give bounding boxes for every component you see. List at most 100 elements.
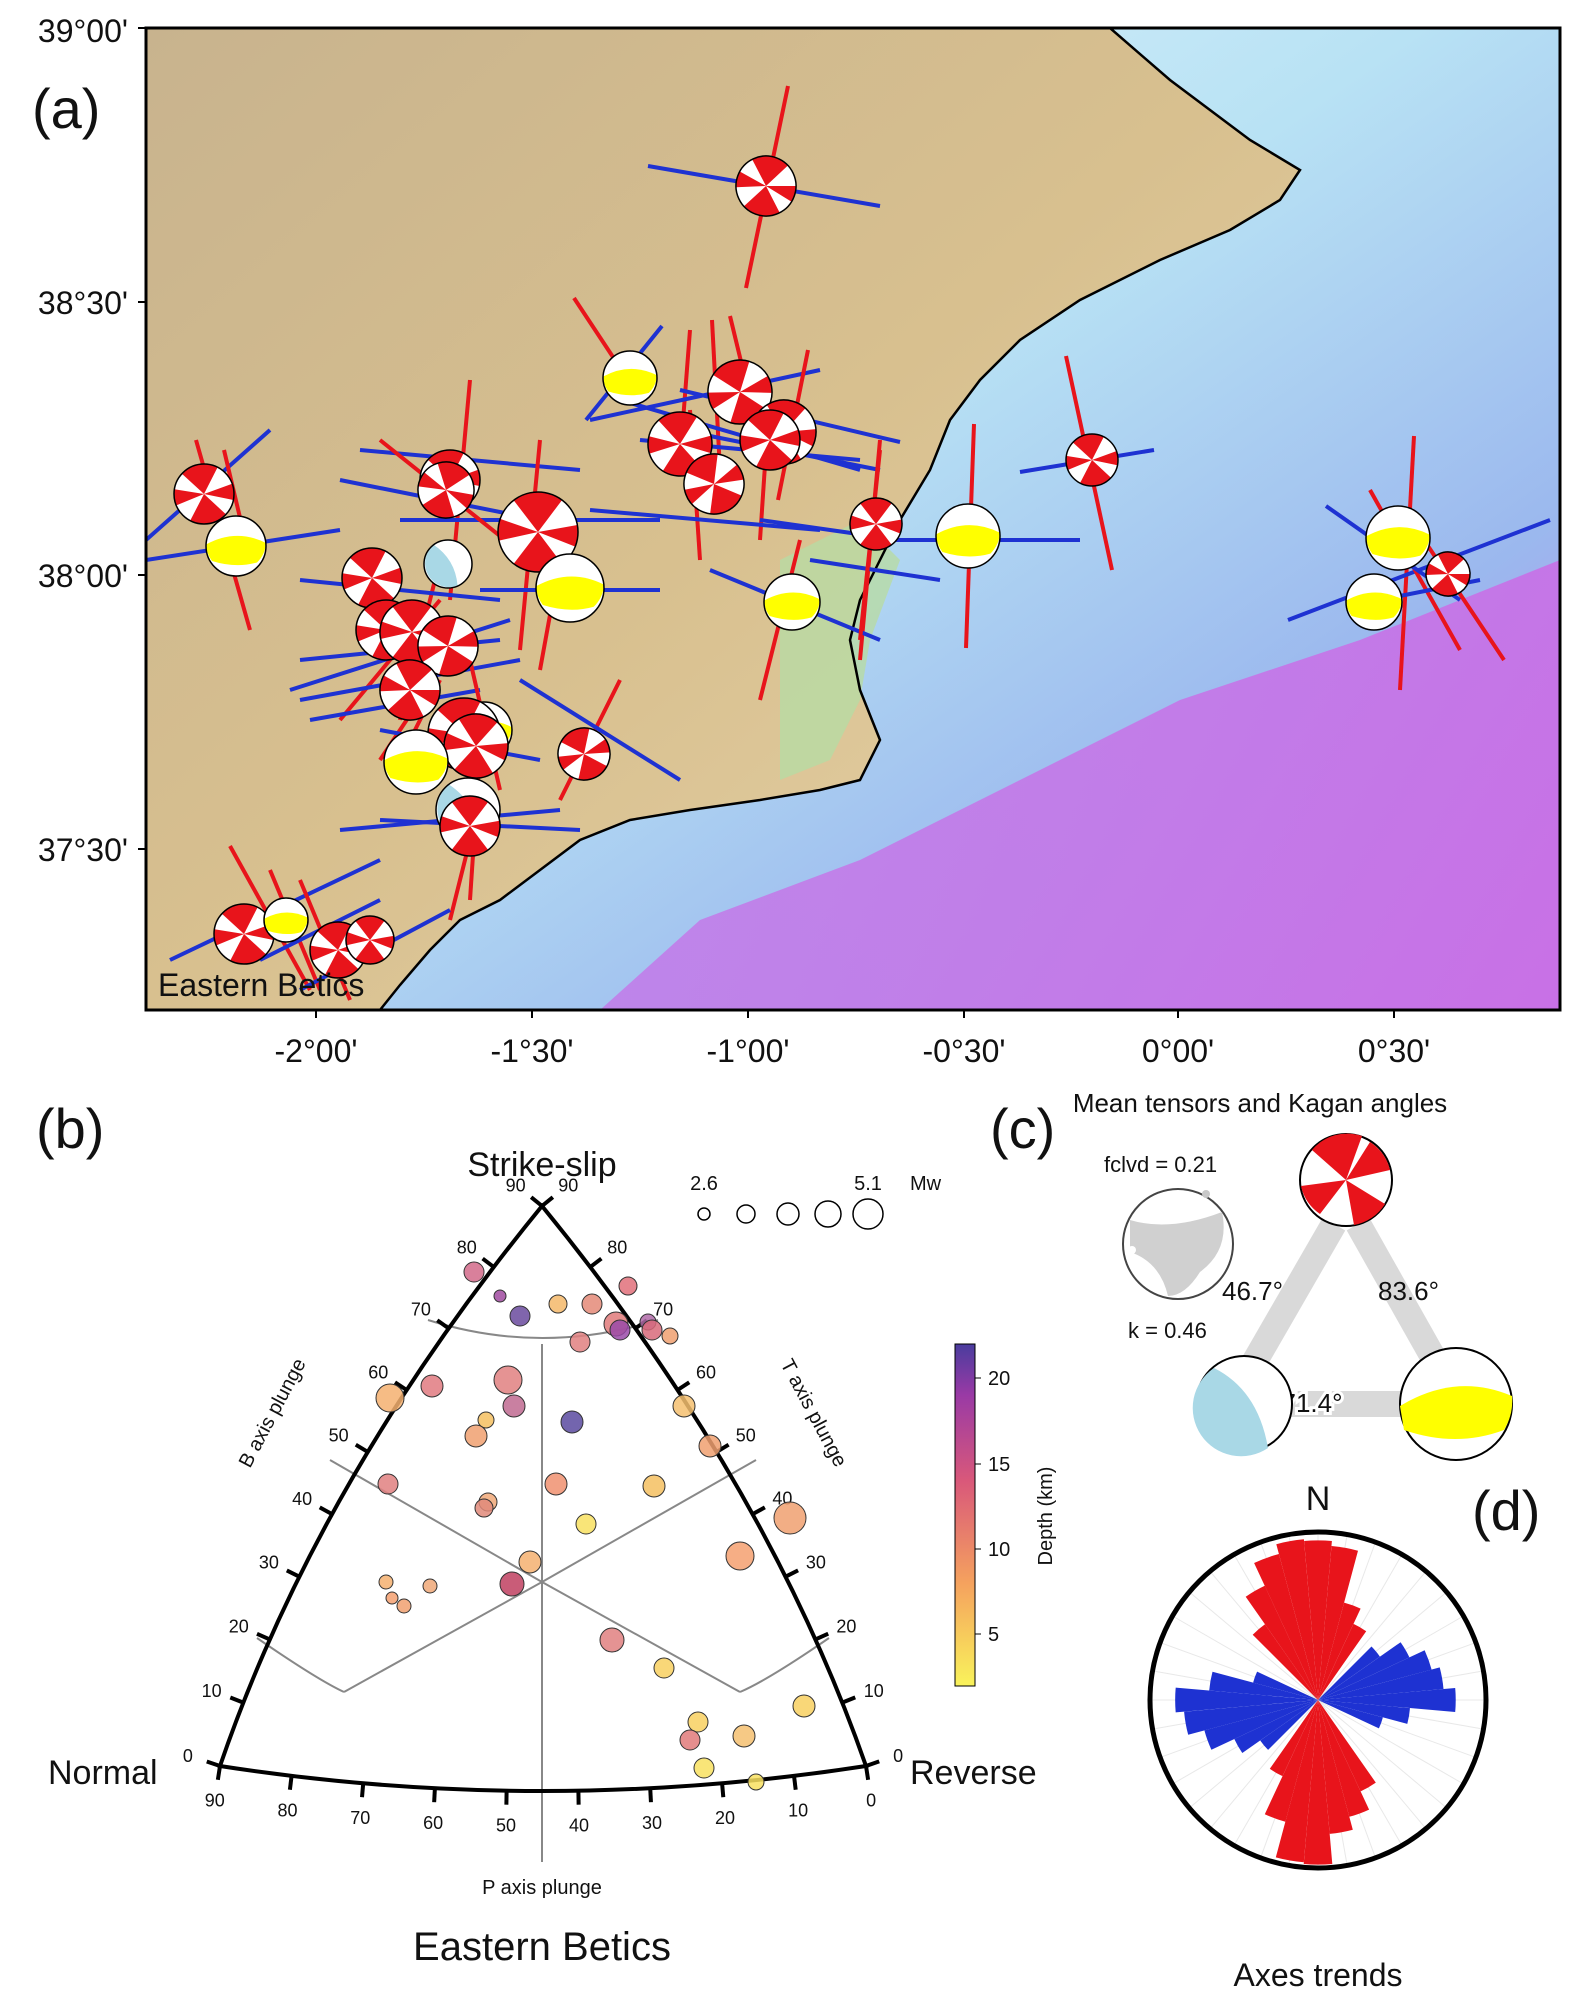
colorbar-tick: 20	[988, 1368, 1010, 1390]
p-axis-tick-label: 70	[350, 1808, 370, 1828]
ternary-event-point	[792, 1694, 816, 1718]
rose-compression-wedge	[1275, 1700, 1318, 1863]
rose-compression-wedge	[1276, 1539, 1318, 1700]
ternary-title: Eastern Betics	[413, 1925, 671, 1969]
rose-extension-wedge	[1318, 1650, 1432, 1700]
ternary-event-point	[618, 1276, 638, 1296]
b-axis-tick	[529, 1195, 544, 1208]
t-axis-tick	[751, 1505, 766, 1516]
strike-slip-beachball	[1065, 433, 1119, 487]
b-axis-tick	[318, 1505, 333, 1516]
kagan-angle: 83.6°	[1378, 1276, 1439, 1306]
p-axis-ticks: 90 80 70 60 50 40 30 20 10 0	[205, 1765, 876, 1836]
strike-slip-beachball	[707, 359, 773, 425]
rose-grid-line	[1188, 1591, 1319, 1701]
colorbar-ramp	[954, 1343, 976, 1687]
rose-title: Axes trends	[1234, 1957, 1403, 1993]
ternary-event-point	[477, 1411, 495, 1429]
ternary-event-point	[747, 1773, 765, 1791]
rose-extension-wedge	[1253, 1671, 1318, 1700]
lon-tick-label: -0°30'	[923, 1033, 1006, 1069]
rose-compression-wedge	[1304, 1540, 1332, 1700]
ternary-event-point	[499, 1571, 525, 1597]
rose-extension-wedge	[1260, 1700, 1318, 1750]
t-axis-tick-label: 50	[736, 1425, 756, 1445]
rose-extension-wedge	[1318, 1642, 1410, 1700]
ternary-event-point	[575, 1513, 597, 1535]
b-axis-plunge-label: B axis plunge	[235, 1355, 311, 1471]
ternary-event-point	[581, 1293, 603, 1315]
lat-tick-label: 39°00'	[38, 13, 128, 49]
p-axis-tick-label: 50	[496, 1816, 516, 1836]
extension-axis-line	[589, 508, 821, 532]
rose-compression-wedge	[1254, 1554, 1318, 1700]
clvd-residual-ball	[1122, 1188, 1234, 1300]
b-axis-tick-label: 30	[259, 1553, 279, 1573]
ternary-event-point	[569, 1331, 591, 1353]
lon-tick-label: -1°30'	[491, 1033, 574, 1069]
colorbar-tick: 10	[988, 1539, 1010, 1561]
ternary-event-point	[385, 1591, 399, 1605]
ternary-event-point	[493, 1289, 507, 1303]
reverse-beachball	[535, 553, 605, 623]
deep-basin	[600, 560, 1560, 1010]
mean-strike-slip-ball	[1299, 1133, 1393, 1227]
p-axis-tick	[215, 1765, 222, 1781]
strike-slip-beachball	[345, 915, 395, 965]
strike-slip-beachball	[739, 409, 801, 471]
rose-extension-wedge	[1318, 1700, 1383, 1729]
b-axis-tick-label: 90	[506, 1175, 526, 1195]
ternary-event-point	[420, 1374, 444, 1398]
ternary-event-point	[641, 1319, 663, 1341]
north-label: N	[1306, 1480, 1331, 1518]
p-axis-tick-label: 90	[205, 1791, 225, 1811]
rose-compression-wedge	[1318, 1602, 1361, 1700]
p-axis-tick-label: 10	[788, 1801, 808, 1821]
rose-grid-line	[1317, 1699, 1427, 1830]
focal-mechanisms	[173, 155, 1471, 979]
rose-extension-wedge	[1175, 1687, 1318, 1713]
extension-axis-line	[809, 558, 941, 582]
rose-extension-wedge	[1318, 1700, 1410, 1724]
b-axis-tick	[285, 1568, 301, 1579]
corner-label-normal: Normal	[48, 1754, 158, 1792]
mw-legend-circle	[776, 1202, 800, 1226]
reverse-beachball	[602, 350, 658, 406]
ternary-event-point	[560, 1410, 584, 1434]
rose-grid-line	[1317, 1699, 1448, 1809]
rose-extension-wedge	[1318, 1667, 1444, 1700]
ternary-outline	[217, 1202, 869, 1793]
rose-extension-wedge	[1209, 1671, 1318, 1700]
lat-tick-label: 37°30'	[38, 832, 128, 868]
lat-tick-label: 38°30'	[38, 285, 128, 321]
t-axis-tick	[676, 1380, 691, 1392]
strike-slip-beachball	[417, 461, 475, 519]
p-axis-tick-label: 0	[866, 1791, 876, 1811]
field-boundaries	[256, 1319, 830, 1862]
mw-legend-circle	[736, 1204, 756, 1224]
b-axis-tick-label: 40	[292, 1489, 312, 1509]
strike-slip-beachball	[213, 903, 275, 965]
longitude-ticks: -2°00' -1°30' -1°00' -0°30' 0°00' 0°30'	[275, 1010, 1430, 1069]
p-axis-tick	[648, 1788, 653, 1803]
b-axis-tick-label: 60	[368, 1362, 388, 1382]
mw-legend-circle	[814, 1200, 842, 1228]
k-label: k = 0.46	[1128, 1318, 1207, 1343]
strike-slip-beachball	[735, 155, 797, 217]
reverse-beachball	[1345, 573, 1403, 631]
rose-compression-wedge	[1245, 1585, 1318, 1700]
mw-legend-circle	[852, 1198, 884, 1230]
b-axis-tick	[229, 1695, 245, 1705]
t-axis-tick-label: 60	[696, 1362, 716, 1382]
ternary-event-point	[493, 1365, 523, 1395]
colorbar-tick: 5	[988, 1624, 999, 1646]
b-axis-tick-label: 70	[411, 1300, 431, 1320]
rose-compression-wedge	[1318, 1546, 1358, 1700]
coastline	[379, 28, 1302, 1010]
panel-a-letter: (a)	[32, 77, 100, 140]
t-axis-tick-label: 10	[864, 1681, 884, 1701]
panel-c-mean-tensors: (c) Mean tensors and Kagan angles fclvd …	[990, 1088, 1513, 1461]
strike-slip-beachball	[417, 615, 479, 677]
rose-outline	[1147, 1529, 1489, 1871]
